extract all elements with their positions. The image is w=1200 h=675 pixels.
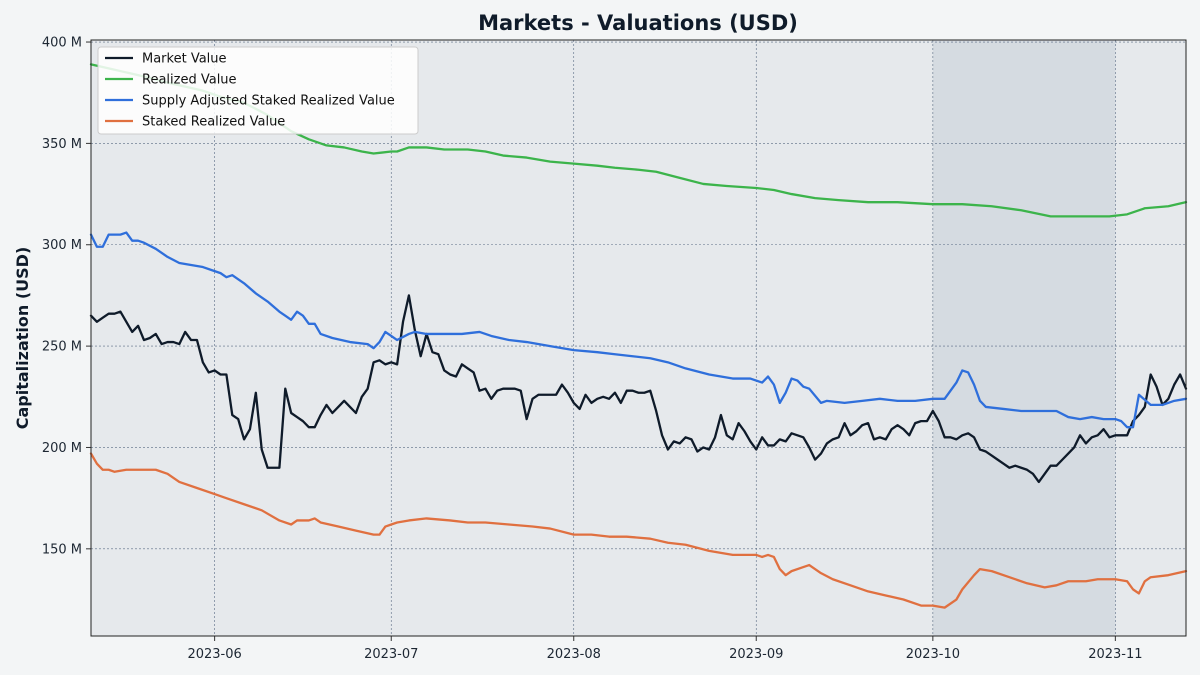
x-tick-label: 2023-08 [547, 647, 601, 662]
x-tick-label: 2023-10 [906, 647, 960, 662]
y-axis: 150 M 200 M 250 M 300 M 350 M 400 M [42, 36, 91, 557]
y-tick-label: 250 M [42, 340, 82, 355]
series-line-staked-realized-value [89, 452, 1188, 609]
y-tick-label: 350 M [42, 137, 82, 152]
y-tick-label: 200 M [42, 441, 82, 456]
legend: Market Value Realized Value Supply Adjuste… [97, 46, 419, 135]
highlight-span-layer [932, 40, 1116, 636]
legend-label-staked-realized-value: Staked Realized Value [142, 115, 285, 130]
x-tick-label: 2023-11 [1088, 647, 1142, 662]
series-line-market-value [89, 294, 1188, 484]
x-tick-label: 2023-09 [729, 647, 783, 662]
chart-title: Markets - Valuations (USD) [478, 11, 798, 35]
highlight-span [932, 40, 1116, 636]
legend-label-supply-adjusted-staked-realized-value: Supply Adjusted Staked Realized Value [142, 94, 395, 109]
y-tick-label: 150 M [42, 542, 82, 557]
x-tick-label: 2023-06 [187, 647, 241, 662]
y-tick-label: 300 M [42, 238, 82, 253]
series-line-supply-adjusted-staked-realized-value [89, 231, 1188, 429]
y-tick-label: 400 M [42, 36, 82, 51]
plot-border [90, 39, 1187, 637]
y-axis-label: Capitalization (USD) [13, 247, 32, 430]
grid-layer [91, 40, 1186, 636]
legend-label-realized-value: Realized Value [142, 73, 237, 88]
legend-label-market-value: Market Value [142, 52, 227, 67]
plot-frame [90, 39, 1187, 637]
legend-box [97, 46, 419, 135]
x-axis: 2023-06 2023-07 2023-08 2023-09 2023-10 2023-… [187, 636, 1143, 662]
x-tick-label: 2023-07 [364, 647, 418, 662]
